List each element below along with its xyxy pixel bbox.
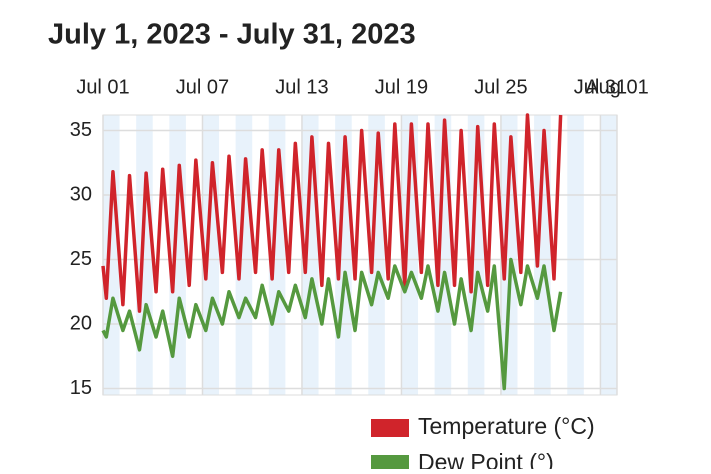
series-line [101,113,563,313]
legend-swatch [371,455,409,473]
legend-label: Dew Point (°) [418,449,554,469]
y-tick-label: 25 [70,248,92,270]
series-line [101,257,563,391]
day-stripe [136,115,153,395]
y-tick-label: 20 [70,312,92,334]
legend-label: Temperature (°C) [418,413,595,439]
x-tick-label: Jul 31 [574,76,627,98]
y-tick-label: 30 [70,183,92,205]
x-tick-label: Jul 13 [275,76,328,98]
day-stripe [103,115,120,395]
x-tick-label: Jul 25 [474,76,527,98]
chart-title: July 1, 2023 - July 31, 2023 [48,19,416,51]
x-tick-label: Aug 01 [585,76,648,98]
day-stripe [567,115,584,395]
legend-swatch [371,419,409,437]
y-tick-label: 15 [70,377,92,399]
x-tick-label: Jul 07 [176,76,229,98]
x-tick-label: Jul 19 [375,76,428,98]
day-stripe [600,115,617,395]
x-tick-label: Jul 01 [76,76,129,98]
y-tick-label: 35 [70,119,92,141]
